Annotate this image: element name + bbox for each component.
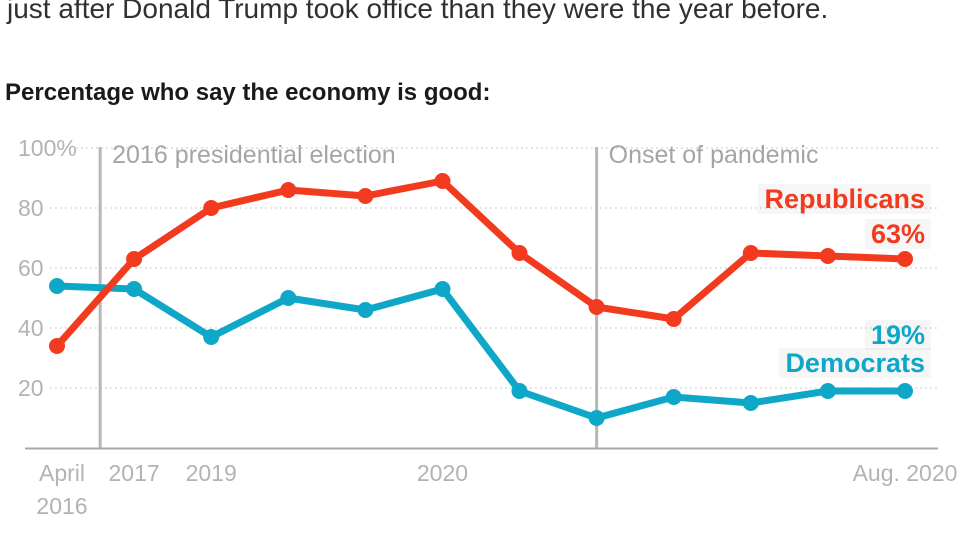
y-tick-label-20: 20: [18, 375, 44, 401]
x-tick-label-0: April 2016: [36, 457, 87, 523]
republicans-point-2: [203, 200, 220, 216]
y-tick-label-80: 80: [18, 195, 44, 221]
democrats-point-8: [665, 389, 682, 405]
y-tick-label-40: 40: [18, 315, 44, 341]
x-tick-line: 2017: [108, 460, 160, 486]
democrats-point-11: [897, 383, 913, 399]
x-tick-label-1: 2017: [108, 457, 159, 490]
annotation-label-pandemic-onset: Onset of pandemic: [608, 141, 819, 169]
republicans-series-label: Republicans: [758, 184, 931, 214]
democrats-line: [53, 282, 909, 422]
x-tick-line: April: [38, 460, 86, 486]
republicans-point-4: [357, 188, 374, 204]
democrats-series-label: Democrats: [779, 348, 931, 378]
democrats-point-5: [434, 281, 451, 297]
republicans-point-1: [126, 251, 143, 267]
republicans-value-label: 63%: [865, 219, 931, 249]
democrats-point-6: [511, 383, 528, 399]
y-tick-label-100: 100%: [18, 135, 77, 161]
x-tick-label-5: 2020: [417, 457, 468, 490]
democrats-point-0: [49, 278, 65, 294]
democrats-point-3: [280, 290, 297, 306]
chart-title: Percentage who say the economy is good:: [5, 79, 491, 106]
x-tick-line: 2016: [36, 493, 88, 519]
democrats-point-2: [203, 329, 220, 345]
x-tick-label-2: 2019: [186, 457, 237, 490]
democrats-point-1: [126, 281, 143, 297]
republicans-point-11: [897, 251, 913, 267]
democrats-value-label: 19%: [865, 320, 931, 350]
republicans-point-10: [819, 248, 836, 264]
republicans-point-5: [434, 173, 451, 189]
x-tick-label-11: Aug. 2020: [853, 457, 958, 490]
republicans-point-6: [511, 245, 528, 261]
republicans-line: [53, 177, 909, 350]
intro-text: just after Donald Trump took office than…: [7, 0, 829, 24]
annotation-label-2016-election: 2016 presidential election: [112, 141, 396, 169]
republicans-point-3: [280, 182, 297, 198]
republicans-point-9: [742, 245, 759, 261]
democrats-point-4: [357, 302, 374, 318]
democrats-point-7: [588, 410, 605, 426]
republicans-point-8: [665, 311, 682, 327]
x-tick-line: 2019: [185, 460, 237, 486]
y-tick-label-60: 60: [18, 255, 44, 281]
republicans-point-7: [588, 299, 605, 315]
x-tick-line: 2020: [416, 460, 469, 486]
democrats-point-10: [819, 383, 836, 399]
republicans-point-0: [49, 338, 65, 354]
democrats-point-9: [742, 395, 759, 411]
x-tick-line: Aug. 2020: [852, 460, 958, 486]
